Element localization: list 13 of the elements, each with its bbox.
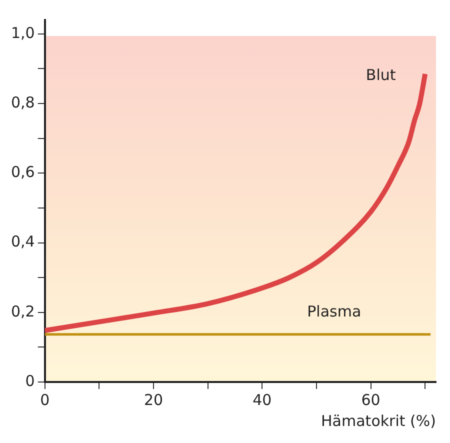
series-label: Plasma: [307, 302, 362, 321]
x-axis-title: Hämatokrit (%): [321, 412, 436, 430]
x-tick-label: 0: [40, 390, 50, 409]
y-tick-label: 0,4: [10, 232, 35, 251]
y-tick-label: 0,2: [10, 302, 35, 320]
y-tick-label: 0,6: [10, 163, 35, 182]
x-tick-label: 60: [361, 390, 380, 409]
x-tick-label: 20: [144, 390, 164, 409]
y-tick-label: 0: [25, 372, 35, 390]
x-tick-label: 40: [252, 390, 272, 409]
series-label: Blut: [366, 66, 396, 84]
y-tick-label: 1,0: [10, 24, 35, 42]
y-tick-label: 0,8: [10, 93, 35, 112]
